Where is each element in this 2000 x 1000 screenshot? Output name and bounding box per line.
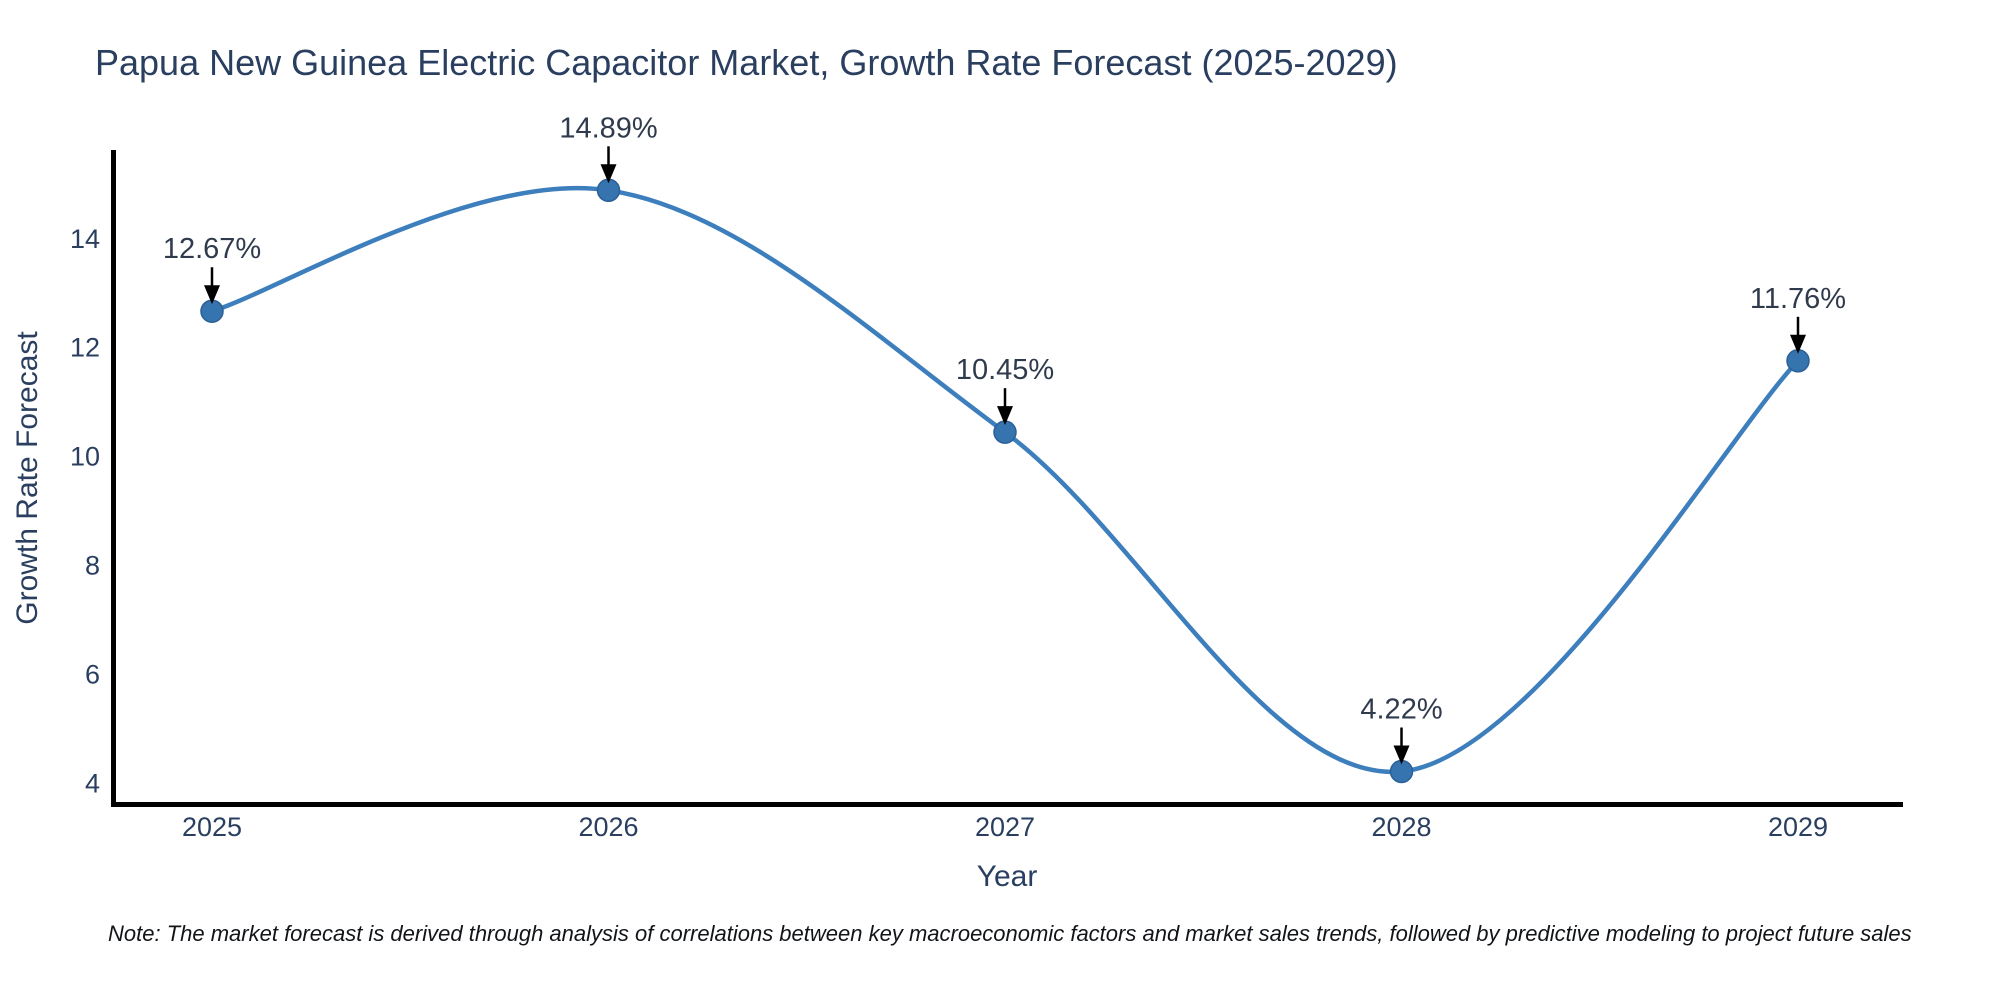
footnote: Note: The market forecast is derived thr… [108, 921, 1912, 946]
y-tick-label: 14 [70, 224, 100, 254]
annotation-arrowhead [997, 406, 1013, 426]
y-tick-label: 8 [85, 551, 100, 581]
data-point-label: 11.76% [1750, 283, 1846, 315]
chart-title: Papua New Guinea Electric Capacitor Mark… [95, 42, 1398, 83]
data-point-label: 4.22% [1360, 693, 1442, 725]
x-tick-label: 2025 [182, 812, 242, 842]
y-tick-label: 4 [85, 768, 100, 798]
annotation-arrowhead [204, 285, 220, 305]
y-tick-label: 10 [70, 442, 100, 472]
x-tick-label: 2029 [1768, 812, 1828, 842]
forecast-line [209, 185, 1801, 774]
annotation-arrowhead [1790, 334, 1806, 354]
data-point-label: 10.45% [956, 354, 1054, 386]
annotation-arrowhead [600, 164, 617, 184]
x-tick-label: 2027 [975, 812, 1035, 842]
x-tick-label: 2028 [1371, 812, 1431, 842]
annotation-arrowhead [1393, 745, 1410, 765]
data-point-label: 14.89% [559, 112, 657, 144]
y-tick-label: 12 [70, 333, 100, 363]
data-point-label: 12.67% [163, 233, 261, 265]
x-axis-title: Year [976, 860, 1038, 893]
y-tick-label: 6 [85, 660, 100, 690]
x-tick-label: 2026 [578, 812, 638, 842]
